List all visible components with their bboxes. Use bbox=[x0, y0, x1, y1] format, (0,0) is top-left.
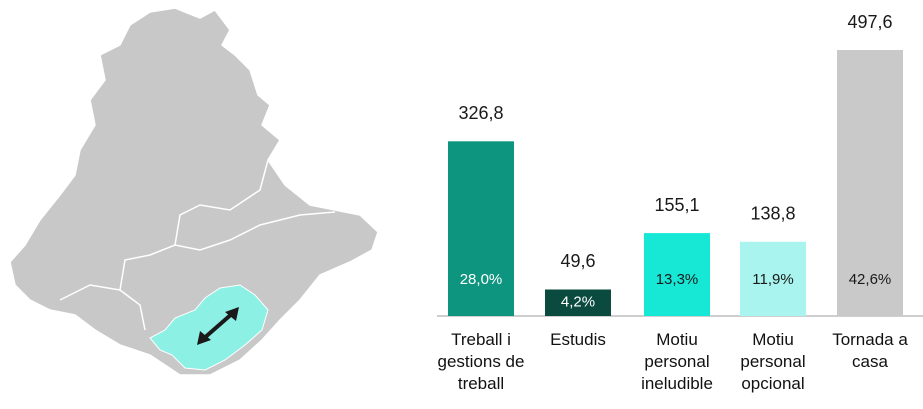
map-arrowhead bbox=[225, 307, 239, 321]
value-label: 49,6 bbox=[560, 251, 595, 271]
bar bbox=[644, 233, 710, 316]
share-label: 13,3% bbox=[656, 271, 699, 288]
category-label: Treball i gestions de treball bbox=[437, 330, 525, 393]
category-label: Motiu personal opcional bbox=[740, 330, 806, 393]
value-label: 326,8 bbox=[458, 103, 503, 123]
category-label: Estudis bbox=[550, 330, 606, 349]
value-label: 138,8 bbox=[750, 204, 795, 224]
map-arrowhead bbox=[197, 331, 211, 345]
bar bbox=[837, 50, 903, 316]
map-region bbox=[9, 7, 379, 376]
bar bbox=[740, 241, 806, 316]
share-label: 11,9% bbox=[752, 271, 793, 288]
map bbox=[9, 7, 379, 376]
value-label: 497,6 bbox=[847, 12, 892, 32]
map-borders bbox=[59, 159, 336, 331]
category-label: Tornada a casa bbox=[832, 330, 908, 371]
share-label: 42,6% bbox=[849, 271, 892, 288]
share-label: 28,0% bbox=[460, 271, 503, 288]
bar bbox=[545, 289, 611, 316]
category-label: Motiu personal ineludible bbox=[641, 330, 713, 393]
bar bbox=[448, 141, 514, 316]
map-arrow bbox=[200, 310, 236, 342]
map-highlight bbox=[149, 284, 269, 371]
value-label: 155,1 bbox=[654, 195, 699, 215]
share-label: 4,2% bbox=[561, 294, 595, 311]
